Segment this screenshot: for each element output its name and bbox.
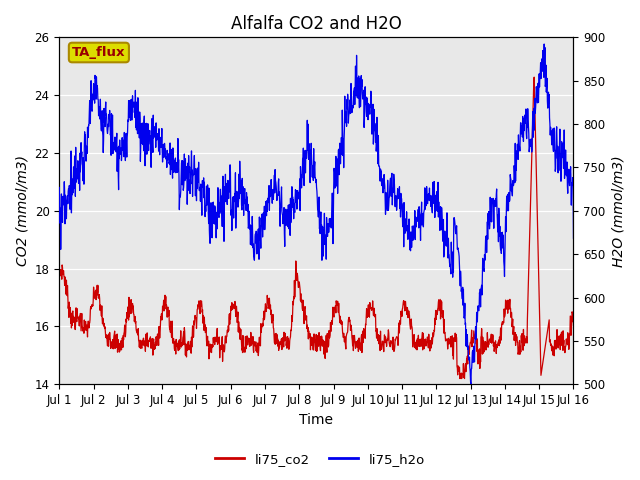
X-axis label: Time: Time	[300, 413, 333, 427]
Title: Alfalfa CO2 and H2O: Alfalfa CO2 and H2O	[231, 15, 402, 33]
Y-axis label: CO2 (mmol/m3): CO2 (mmol/m3)	[15, 156, 29, 266]
Text: TA_flux: TA_flux	[72, 46, 125, 59]
Y-axis label: H2O (mmol/m3): H2O (mmol/m3)	[611, 155, 625, 267]
Legend: li75_co2, li75_h2o: li75_co2, li75_h2o	[209, 447, 431, 471]
